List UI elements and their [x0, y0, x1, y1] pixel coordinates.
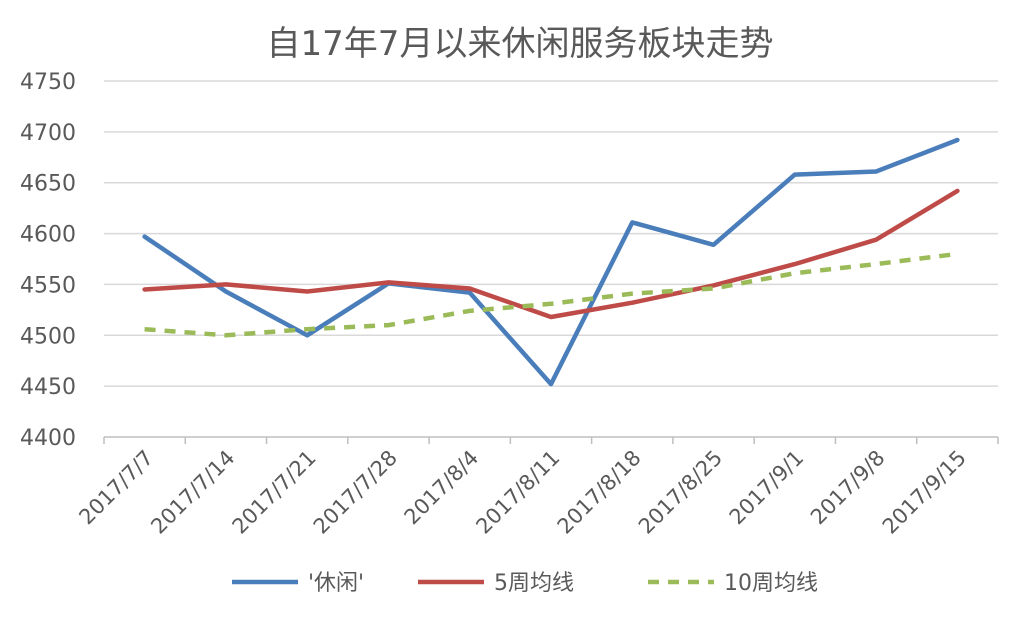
y-tick-label: 4650 — [20, 172, 76, 197]
legend-label: 10周均线 — [724, 571, 818, 596]
y-tick-label: 4500 — [20, 324, 76, 349]
y-axis-ticks: 4400 4450 4500 4550 4600 4650 4700 4750 — [20, 70, 76, 451]
series-line-1 — [142, 137, 960, 387]
series-lines — [142, 137, 960, 387]
y-tick-label: 4600 — [20, 223, 76, 248]
gridlines — [104, 80, 998, 387]
x-tick-label: 2017/9/1 — [725, 446, 809, 530]
x-tick-label: 2017/9/15 — [878, 446, 971, 539]
y-tick-label: 4450 — [20, 375, 76, 400]
x-tick-label: 2017/8/11 — [471, 446, 564, 539]
y-tick-label: 4700 — [20, 121, 76, 146]
series-line-3 — [144, 251, 958, 338]
series-line-2 — [142, 188, 960, 320]
legend-label: '休闲' — [308, 571, 364, 596]
x-tick-label: 2017/8/18 — [553, 446, 646, 539]
legend: '休闲' 5周均线 10周均线 — [232, 571, 818, 596]
chart-title: 自17年7月以来休闲服务板块走势 — [267, 24, 774, 64]
x-axis: 2017/7/72017/7/142017/7/212017/7/282017/… — [75, 436, 999, 539]
x-tick-label: 2017/7/7 — [75, 446, 159, 530]
x-tick-label: 2017/7/14 — [146, 446, 239, 539]
y-tick-label: 4750 — [20, 70, 76, 95]
x-tick-label: 2017/9/8 — [806, 446, 890, 530]
x-tick-label: 2017/7/21 — [228, 446, 321, 539]
legend-label: 5周均线 — [494, 571, 574, 596]
x-tick-label: 2017/8/4 — [400, 446, 484, 530]
y-tick-label: 4550 — [20, 273, 76, 298]
x-tick-label: 2017/7/28 — [309, 446, 402, 539]
y-tick-label: 4400 — [20, 426, 76, 451]
x-tick-label: 2017/8/25 — [634, 446, 727, 539]
